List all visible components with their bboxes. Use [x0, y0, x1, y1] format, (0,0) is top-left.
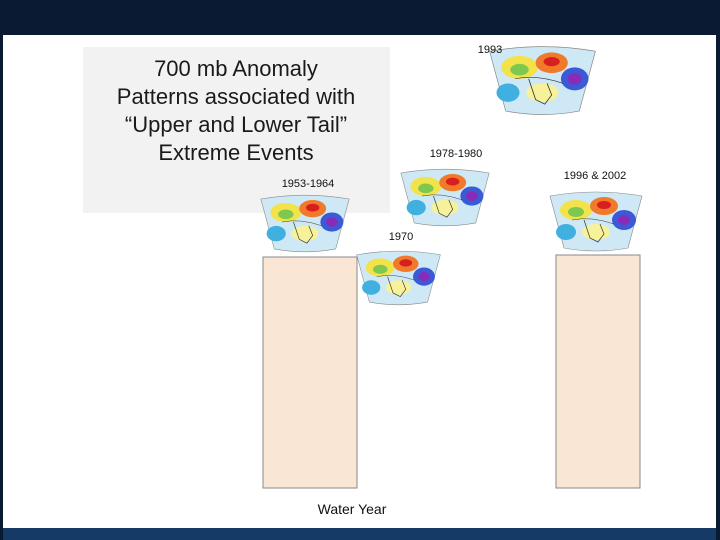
title-line: Patterns associated with — [117, 84, 355, 109]
map-image — [489, 46, 596, 116]
panel — [262, 256, 358, 489]
axis-label: Water Year — [318, 501, 387, 517]
map-image — [356, 250, 441, 306]
footer-bar — [3, 528, 716, 540]
map-label: 1978-1980 — [430, 148, 483, 160]
title-line: Extreme Events — [158, 140, 313, 165]
title-box — [83, 47, 390, 213]
map-label: 1996 & 2002 — [564, 170, 626, 182]
map-image — [400, 168, 490, 227]
panel — [555, 254, 641, 489]
map-label: 1970 — [389, 231, 413, 243]
title-line: “Upper and Lower Tail” — [125, 112, 347, 137]
map-image — [260, 194, 350, 253]
map-label: 1993 — [478, 44, 502, 56]
map-image — [549, 191, 643, 252]
map-label: 1953-1964 — [282, 178, 335, 190]
title-line: 700 mb Anomaly — [154, 56, 318, 81]
